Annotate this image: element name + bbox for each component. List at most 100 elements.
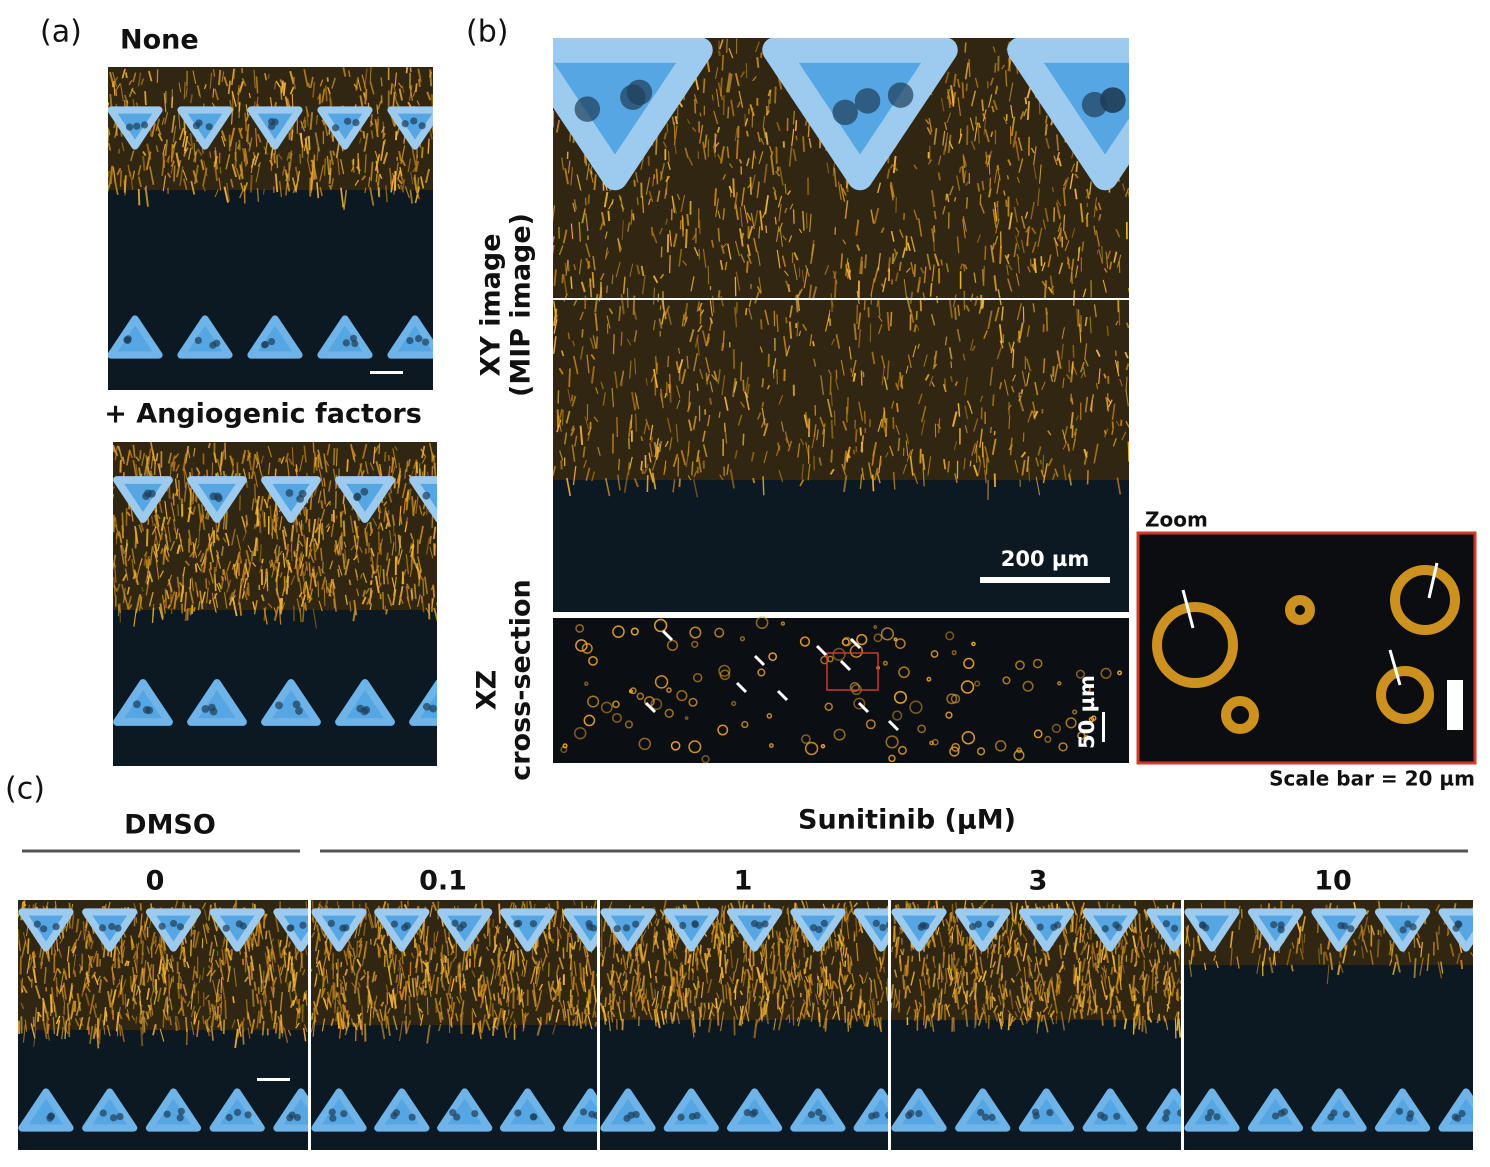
fiber bbox=[784, 437, 789, 443]
speck bbox=[842, 636, 852, 647]
speck bbox=[731, 700, 737, 707]
fiber bbox=[963, 264, 968, 270]
fiber bbox=[191, 929, 195, 935]
fiber bbox=[540, 957, 544, 971]
fiber bbox=[741, 187, 745, 207]
fiber bbox=[622, 979, 627, 986]
fiber bbox=[692, 352, 699, 372]
fiber bbox=[387, 492, 393, 503]
fiber bbox=[994, 168, 998, 184]
fiber bbox=[560, 460, 563, 470]
fiber bbox=[328, 168, 332, 184]
fiber bbox=[697, 324, 703, 333]
fiber bbox=[1111, 421, 1115, 430]
fiber bbox=[1010, 104, 1014, 119]
fiber bbox=[1041, 262, 1046, 272]
fiber bbox=[257, 162, 262, 167]
fiber bbox=[169, 977, 173, 989]
speck bbox=[894, 638, 906, 649]
fiber bbox=[878, 323, 883, 335]
fiber bbox=[1044, 115, 1048, 124]
fiber bbox=[1060, 343, 1064, 360]
fiber bbox=[266, 946, 272, 962]
fiber bbox=[786, 190, 792, 196]
fiber bbox=[1045, 137, 1050, 149]
fiber bbox=[267, 73, 270, 79]
fiber bbox=[21, 977, 24, 991]
fiber bbox=[206, 969, 212, 977]
fiber bbox=[901, 247, 907, 259]
fiber bbox=[333, 598, 336, 609]
fiber bbox=[119, 170, 123, 187]
hole bbox=[856, 842, 882, 868]
fiber bbox=[315, 517, 320, 533]
fiber bbox=[78, 964, 83, 971]
fiber bbox=[190, 939, 192, 957]
fiber bbox=[193, 607, 196, 612]
fiber bbox=[417, 594, 421, 608]
fiber bbox=[672, 233, 678, 248]
fiber bbox=[1007, 278, 1013, 292]
fiber bbox=[738, 158, 743, 164]
fiber bbox=[582, 209, 586, 224]
fiber bbox=[163, 987, 167, 996]
fiber bbox=[964, 425, 968, 434]
fiber bbox=[358, 940, 363, 948]
fiber bbox=[312, 608, 317, 629]
fiber bbox=[253, 599, 258, 615]
fiber bbox=[859, 427, 863, 436]
fiber bbox=[27, 975, 32, 983]
fiber bbox=[36, 1011, 42, 1018]
fiber bbox=[27, 959, 33, 970]
fiber bbox=[415, 975, 419, 988]
fiber bbox=[158, 499, 163, 514]
fiber bbox=[497, 949, 503, 962]
fiber bbox=[415, 495, 419, 515]
fiber bbox=[886, 360, 890, 381]
fiber bbox=[735, 240, 740, 257]
fiber bbox=[419, 922, 425, 940]
fiber bbox=[722, 243, 727, 249]
fiber bbox=[434, 997, 440, 1013]
fiber bbox=[267, 462, 271, 475]
fiber bbox=[317, 580, 320, 598]
speck bbox=[976, 747, 986, 756]
fiber bbox=[185, 87, 188, 98]
fiber bbox=[593, 416, 599, 423]
fiber bbox=[592, 335, 597, 349]
fiber bbox=[149, 545, 154, 566]
fiber bbox=[177, 586, 181, 598]
fiber bbox=[208, 568, 214, 584]
fiber bbox=[326, 443, 331, 456]
fiber bbox=[709, 381, 714, 393]
fiber bbox=[107, 901, 111, 910]
fiber bbox=[691, 126, 697, 133]
fiber bbox=[192, 70, 197, 84]
fiber bbox=[344, 1022, 350, 1036]
fiber bbox=[201, 591, 206, 604]
fiber bbox=[155, 118, 161, 132]
fiber bbox=[942, 206, 946, 215]
fiber bbox=[301, 1004, 304, 1023]
fiber bbox=[193, 984, 196, 994]
fiber bbox=[261, 510, 266, 528]
fiber bbox=[895, 272, 899, 282]
hole bbox=[194, 336, 202, 345]
fiber bbox=[535, 966, 538, 984]
fiber bbox=[247, 582, 250, 597]
fiber bbox=[251, 498, 255, 511]
fiber bbox=[162, 548, 166, 565]
fiber bbox=[139, 450, 142, 460]
fiber bbox=[460, 1000, 465, 1017]
fiber bbox=[179, 976, 183, 983]
fiber bbox=[1007, 57, 1012, 72]
fiber bbox=[319, 186, 323, 197]
fiber bbox=[759, 210, 764, 231]
fiber bbox=[227, 950, 231, 957]
fiber bbox=[300, 551, 303, 559]
fiber bbox=[728, 976, 734, 985]
fiber bbox=[994, 85, 999, 95]
fiber bbox=[357, 943, 363, 958]
fiber bbox=[241, 449, 247, 465]
fiber bbox=[418, 1008, 424, 1014]
